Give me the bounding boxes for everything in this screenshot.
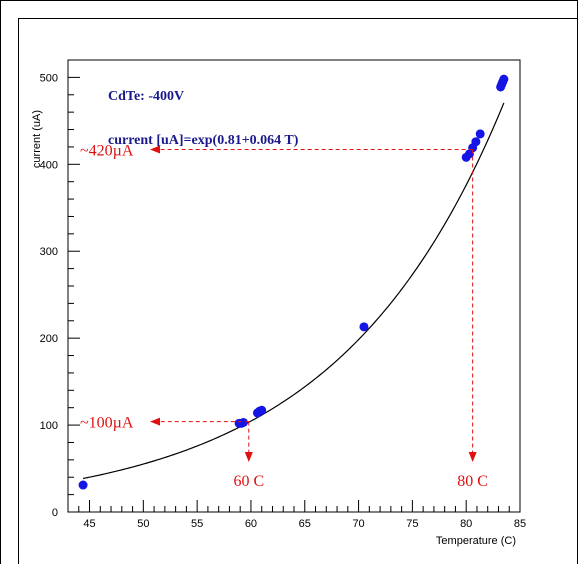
y-tick-label: 500: [40, 72, 58, 84]
annotation-temp-label: 60 C: [233, 473, 264, 490]
x-tick-label: 80: [460, 518, 472, 530]
x-tick-label: 45: [83, 518, 95, 530]
data-point: [238, 417, 248, 427]
annotation-value-label: ~420µA: [80, 143, 134, 160]
y-tick-label: 200: [40, 333, 58, 345]
fit-curve-layer: [82, 102, 505, 480]
data-points-layer: [78, 74, 509, 490]
x-tick-label: 70: [352, 518, 364, 530]
y-axis-ticks: 0 100 200 300 400 500: [40, 72, 80, 519]
y-tick-label: 400: [40, 159, 58, 171]
data-point: [475, 129, 485, 139]
annotation-h-arrowhead: [150, 417, 160, 426]
plot-frame: [67, 59, 521, 513]
annotation-temp-label: 80 C: [457, 473, 488, 490]
x-tick-label: 65: [299, 518, 311, 530]
fit-curve: [82, 102, 505, 480]
x-tick-label: 85: [514, 518, 526, 530]
annotation-h-arrowhead: [150, 145, 160, 154]
annotation-v-arrowhead: [468, 452, 477, 462]
x-axis-title: Temperature (C): [436, 535, 516, 547]
x-tick-label: 75: [406, 518, 418, 530]
data-point: [499, 74, 509, 84]
annotation-value-label: ~100µA: [80, 415, 134, 432]
x-tick-label: 60: [245, 518, 257, 530]
x-axis-ticks: 45 50 55 60 65 70 75 80 85: [67, 500, 526, 530]
y-tick-label: 100: [40, 420, 58, 432]
data-point: [359, 322, 369, 332]
data-point: [78, 480, 88, 490]
data-point: [257, 405, 267, 415]
data-point: [471, 137, 481, 147]
y-axis-title: current (uA): [31, 110, 43, 168]
annotation-layer: ~420µA 80 C ~100µA 60 C: [80, 143, 488, 490]
y-tick-label: 300: [40, 246, 58, 258]
x-tick-label: 50: [137, 518, 149, 530]
y-tick-label: 0: [52, 507, 58, 519]
fit-label: current [uA]=exp(0.81+0.064 T): [108, 133, 299, 148]
x-tick-label: 55: [191, 518, 203, 530]
annotation-v-arrowhead: [244, 452, 253, 462]
header-label: CdTe: -400V: [108, 89, 184, 104]
